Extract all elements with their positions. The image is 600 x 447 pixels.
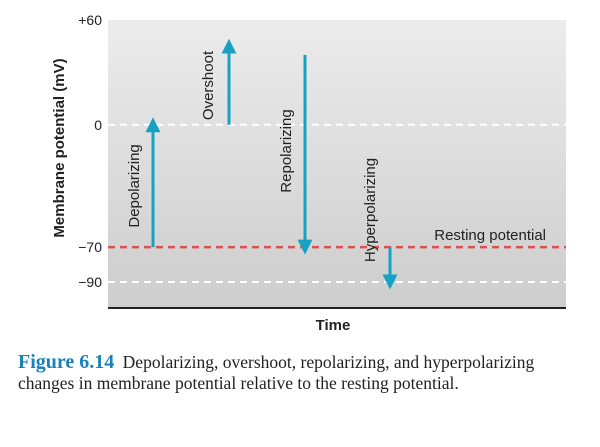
arrow-label: Depolarizing — [126, 144, 143, 227]
figure-caption: Figure 6.14 Depolarizing, overshoot, rep… — [18, 352, 588, 394]
arrow-label: Overshoot — [200, 50, 217, 120]
plot-background — [108, 20, 566, 308]
y-tick-label: −70 — [78, 239, 102, 255]
figure-label: Figure 6.14 — [18, 351, 115, 373]
figure-caption-text: Depolarizing, overshoot, repolarizing, a… — [18, 352, 535, 393]
y-tick-label: 0 — [94, 117, 102, 133]
y-tick-label: −90 — [78, 274, 102, 290]
y-tick-label: +60 — [78, 12, 102, 28]
y-axis-label: Membrane potential (mV) — [51, 58, 68, 237]
resting-potential-label: Resting potential — [434, 227, 546, 244]
arrow-label: Repolarizing — [278, 109, 295, 192]
x-axis-label: Time — [316, 317, 351, 334]
arrow-label: Hyperpolarizing — [362, 158, 379, 262]
